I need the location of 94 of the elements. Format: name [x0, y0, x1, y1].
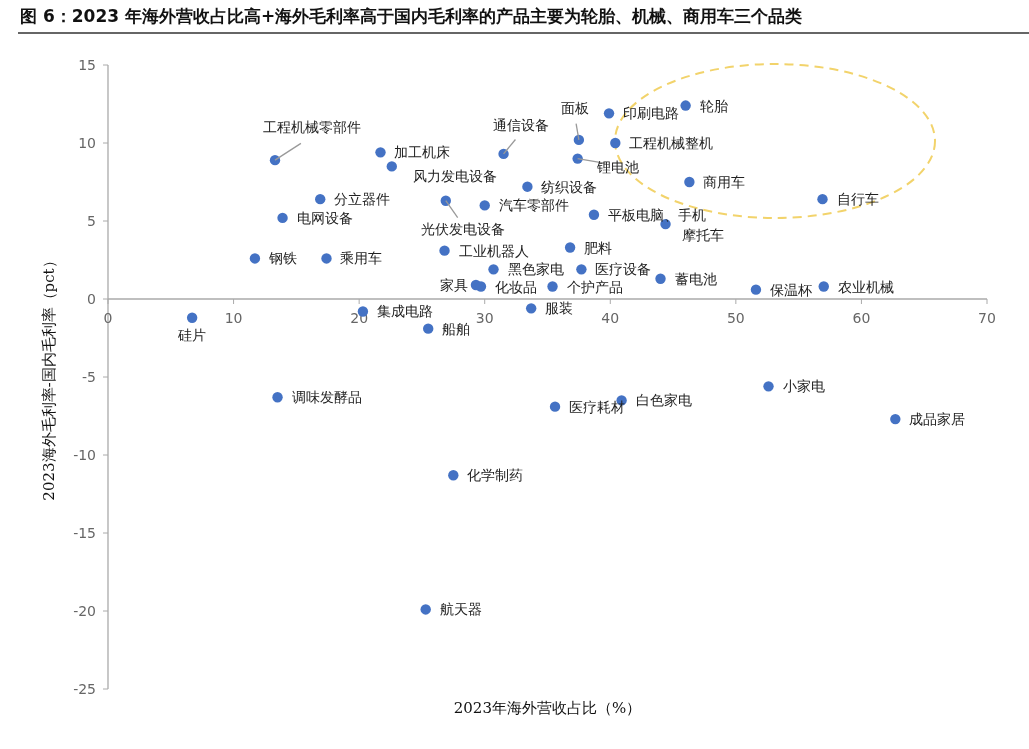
point [272, 392, 283, 403]
annotation: 摩托车 [681, 227, 724, 244]
point [420, 604, 431, 615]
x-tick-label: 70 [978, 310, 996, 326]
point [588, 209, 600, 220]
point [525, 303, 537, 314]
point [655, 273, 666, 284]
annotation: 肥料 [584, 239, 613, 256]
point [549, 401, 561, 412]
point [186, 312, 198, 323]
annotation: 自行车 [836, 191, 879, 208]
point [249, 253, 261, 264]
point [818, 281, 829, 292]
annotation: 锂电池 [595, 158, 639, 175]
point [576, 264, 587, 275]
annotation: 工程机械整机 [629, 135, 714, 151]
annotation: 蓄电池 [674, 270, 717, 287]
annotation: 硅片 [177, 326, 207, 343]
annotation: 面板 [560, 99, 589, 116]
point [817, 193, 828, 205]
point [448, 470, 459, 481]
y-tick-label: -20 [73, 603, 96, 619]
point [277, 212, 288, 224]
point [488, 264, 499, 275]
annotation: 通信设备 [492, 116, 549, 133]
point [603, 108, 615, 119]
annotation: 白色家电 [635, 392, 692, 409]
annotation: 平板电脑、手机 [607, 206, 706, 223]
y-tick-label: -15 [73, 525, 96, 541]
point [440, 195, 451, 206]
y-tick-label: 15 [78, 57, 96, 73]
y-tick-label: 5 [87, 213, 96, 229]
y-tick-label: -25 [73, 681, 96, 697]
point [547, 281, 558, 292]
point [479, 200, 490, 211]
annotation: 船舶 [442, 320, 471, 337]
annotation: 商用车 [703, 174, 746, 190]
point [750, 284, 762, 295]
x-tick-label: 40 [601, 310, 620, 326]
annotation: 医疗耗材 [569, 398, 626, 415]
annotation: 航天器 [439, 601, 482, 618]
annotation: 服装 [545, 300, 574, 317]
annotation: 分立器件 [334, 191, 391, 208]
y-tick-label: -10 [73, 447, 96, 463]
annotation: 光伏发电设备 [420, 220, 505, 237]
annotation: 乘用车 [340, 250, 383, 267]
point [522, 181, 533, 192]
y-tick-label: -5 [82, 369, 96, 385]
annotation: 轮胎 [699, 97, 728, 114]
point [680, 100, 691, 111]
x-axis-title: 2023年海外营收占比（%） [453, 699, 642, 717]
annotation: 钢铁 [267, 250, 297, 267]
annotation: 加工机床 [394, 144, 451, 161]
annotation: 风力发电设备 [412, 168, 497, 185]
annotation: 保温杯 [769, 281, 812, 298]
x-tick-label: 0 [103, 310, 113, 326]
point [315, 193, 326, 205]
point [375, 147, 386, 158]
point [763, 381, 774, 392]
annotation: 集成电路 [376, 303, 433, 320]
y-tick-label: 10 [78, 135, 96, 151]
annotation: 成品家居 [909, 411, 966, 428]
point [439, 245, 450, 256]
x-tick-label: 30 [475, 310, 494, 326]
annotation: 纺织设备 [541, 178, 598, 195]
annotation: 小家电 [782, 378, 825, 395]
point [684, 176, 695, 188]
point [423, 323, 434, 334]
x-tick-label: 50 [726, 310, 745, 326]
x-tick-label: 10 [224, 310, 243, 326]
annotation: 个护产品 [566, 278, 623, 295]
point [610, 137, 621, 149]
annotation: 工业机器人 [458, 242, 529, 259]
y-axis-title: 2023海外毛利率-国内毛利率（pct） [40, 253, 58, 501]
point [564, 242, 576, 253]
annotation: 农业机械 [837, 278, 894, 295]
point [269, 154, 281, 166]
annotation: 化学制药 [467, 467, 524, 484]
x-tick-label: 60 [852, 310, 871, 326]
y-tick-label: 0 [87, 291, 96, 307]
point [321, 253, 332, 264]
chart-title: 图 6：2023 年海外营收占比高+海外毛利率高于国内毛利率的产品主要为轮胎、机械、商用车三个品类 [20, 6, 803, 26]
annotation: 电网设备 [296, 209, 353, 226]
annotation: 医疗设备 [595, 261, 652, 278]
annotation: 汽车零部件 [498, 197, 569, 214]
annotation: 黑色家电 [507, 261, 564, 278]
point [573, 134, 585, 146]
point [890, 413, 901, 425]
annotation: 工程机械零部件 [263, 119, 362, 136]
annotation: 印刷电路 [623, 105, 680, 122]
point [386, 161, 397, 172]
annotation: 化妆品 [494, 278, 537, 295]
annotation: 调味发酵品 [291, 389, 362, 406]
annotation: 家具 [439, 276, 468, 293]
